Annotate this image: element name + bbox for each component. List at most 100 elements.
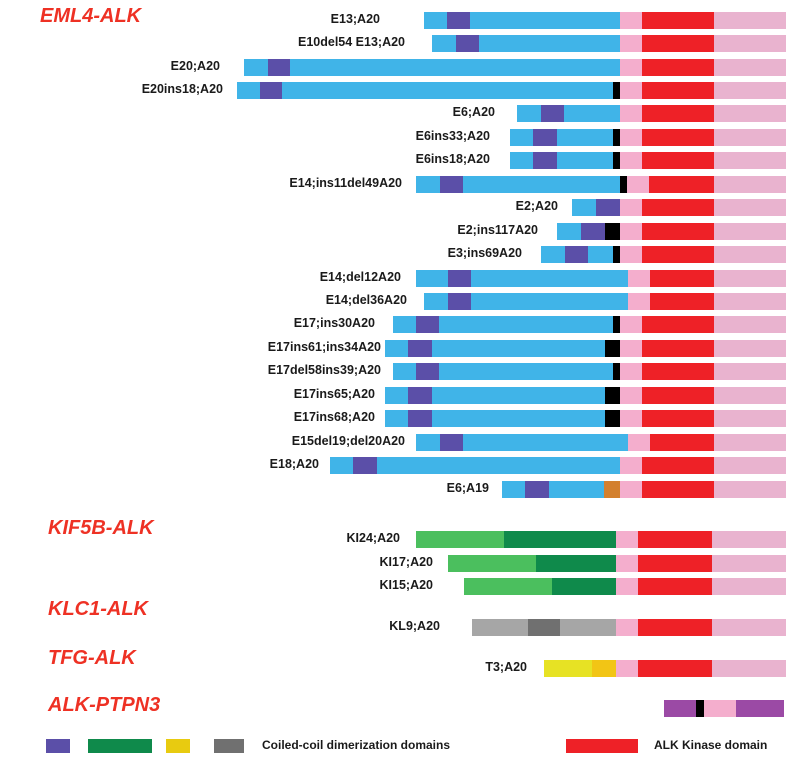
segment-eml4-cc xyxy=(408,340,432,357)
segment-alk-kinase xyxy=(638,619,712,636)
segment-alk-tail xyxy=(714,82,786,99)
segment-junction xyxy=(696,700,704,717)
variant-label: T3;A20 xyxy=(485,660,527,674)
segment-alk-ext xyxy=(620,316,642,333)
segment-eml4 xyxy=(385,410,605,427)
segment-alk-kinase xyxy=(650,270,714,287)
segment-kif5b-light xyxy=(464,578,552,595)
segment-kif5b-dark xyxy=(504,531,616,548)
segment-eml4-cc xyxy=(456,35,479,52)
variant-label: E14;del36A20 xyxy=(325,293,407,307)
group-title-alk-ptpn3: ALK-PTPN3 xyxy=(48,694,161,716)
segment-eml4 xyxy=(517,105,620,122)
segment-alk-tail xyxy=(714,246,786,263)
segment-junction xyxy=(613,363,620,380)
segment-alk-kinase xyxy=(638,531,712,548)
segment-eml4 xyxy=(416,434,628,451)
group-title-eml4-alk: EML4-ALK xyxy=(40,5,142,27)
segment-alk-ext xyxy=(620,363,642,380)
segment-alk-ext xyxy=(620,387,642,404)
variant-label: E20ins18;A20 xyxy=(141,82,223,96)
segment-alk-tail xyxy=(712,555,786,572)
segment-alk-kinase xyxy=(642,316,714,333)
segment-alk-tail xyxy=(714,410,786,427)
segment-alk-kinase xyxy=(642,340,714,357)
segment-eml4 xyxy=(244,59,620,76)
segment-alk-tail xyxy=(714,35,786,52)
segment-kif5b-light xyxy=(416,531,504,548)
variant-label: KI15;A20 xyxy=(379,578,434,592)
segment-alk-ext xyxy=(616,660,638,677)
segment-ptpn3 xyxy=(664,700,696,717)
variant-label: E15del19;del20A20 xyxy=(291,434,405,448)
variant-label: E17;ins30A20 xyxy=(293,316,375,330)
segment-eml4 xyxy=(385,340,605,357)
segment-alk-ext xyxy=(620,457,642,474)
legend-swatch-eml4-cc xyxy=(46,739,70,753)
segment-klc1-light xyxy=(560,619,616,636)
segment-alk-kinase xyxy=(649,176,714,193)
segment-alk-tail xyxy=(712,660,786,677)
segment-alk-ext xyxy=(620,246,642,263)
group-title-klc1-alk: KLC1-ALK xyxy=(48,598,148,620)
segment-alk-ext xyxy=(620,199,642,216)
segment-eml4-cc xyxy=(448,293,471,310)
segment-alk-kinase xyxy=(642,35,714,52)
variant-label: E14;ins11del49A20 xyxy=(289,176,402,190)
segment-alk-ext xyxy=(620,152,642,169)
segment-alk-ext xyxy=(627,176,649,193)
variant-label: E6;A19 xyxy=(446,481,489,495)
segment-junction xyxy=(613,129,620,146)
legend-swatch-kif5b-cc xyxy=(88,739,152,753)
segment-klc1-dark xyxy=(528,619,560,636)
variant-label: E17ins65;A20 xyxy=(293,387,375,401)
segment-alk-kinase xyxy=(642,481,714,498)
segment-alk-ext xyxy=(628,293,650,310)
variant-label: E3;ins69A20 xyxy=(447,246,522,260)
segment-alk-tail xyxy=(714,12,786,29)
segment-alk-kinase xyxy=(642,199,714,216)
segment-eml4-cc xyxy=(448,270,471,287)
segment-junction xyxy=(613,152,620,169)
segment-alk-kinase xyxy=(642,223,714,240)
segment-eml4-cc xyxy=(408,410,432,427)
segment-eml4-cc xyxy=(268,59,290,76)
segment-alk-ext xyxy=(620,82,642,99)
segment-kif5b-dark xyxy=(536,555,616,572)
segment-alk-tail xyxy=(714,481,786,498)
variant-label: E17ins61;ins34A20 xyxy=(267,340,381,354)
segment-alk-kinase xyxy=(642,152,714,169)
segment-alk-ext xyxy=(628,270,650,287)
segment-eml4 xyxy=(424,12,620,29)
segment-alk-tail xyxy=(714,152,786,169)
segment-alk-kinase xyxy=(638,555,712,572)
segment-eml4-cc xyxy=(581,223,605,240)
legend-swatch-klc1-cc xyxy=(214,739,244,753)
segment-eml4 xyxy=(393,363,613,380)
segment-kif5b-light xyxy=(448,555,536,572)
variant-label: E6;A20 xyxy=(452,105,495,119)
segment-alk-tail xyxy=(714,176,786,193)
legend-swatch-tfg-cc xyxy=(166,739,190,753)
variant-label: E6ins33;A20 xyxy=(415,129,490,143)
segment-tfg-light xyxy=(544,660,592,677)
variant-label: E2;A20 xyxy=(515,199,558,213)
legend-swatch-kinase xyxy=(566,739,638,753)
segment-alk-ext xyxy=(620,481,642,498)
segment-alk-tail xyxy=(714,223,786,240)
segment-alk-kinase xyxy=(642,12,714,29)
segment-alk-ext xyxy=(616,619,638,636)
segment-eml4 xyxy=(393,316,613,333)
segment-e6a19-insert xyxy=(604,481,620,498)
segment-eml4 xyxy=(416,176,620,193)
segment-junction xyxy=(605,410,620,427)
variant-label: E20;A20 xyxy=(170,59,220,73)
segment-alk-ext xyxy=(616,555,638,572)
segment-ptpn3 xyxy=(736,700,784,717)
segment-alk-kinase xyxy=(638,578,712,595)
variant-label: E13;A20 xyxy=(330,12,380,26)
segment-alk-tail xyxy=(714,387,786,404)
variant-label: E2;ins117A20 xyxy=(457,223,538,237)
segment-alk-kinase xyxy=(650,434,714,451)
segment-eml4 xyxy=(330,457,620,474)
